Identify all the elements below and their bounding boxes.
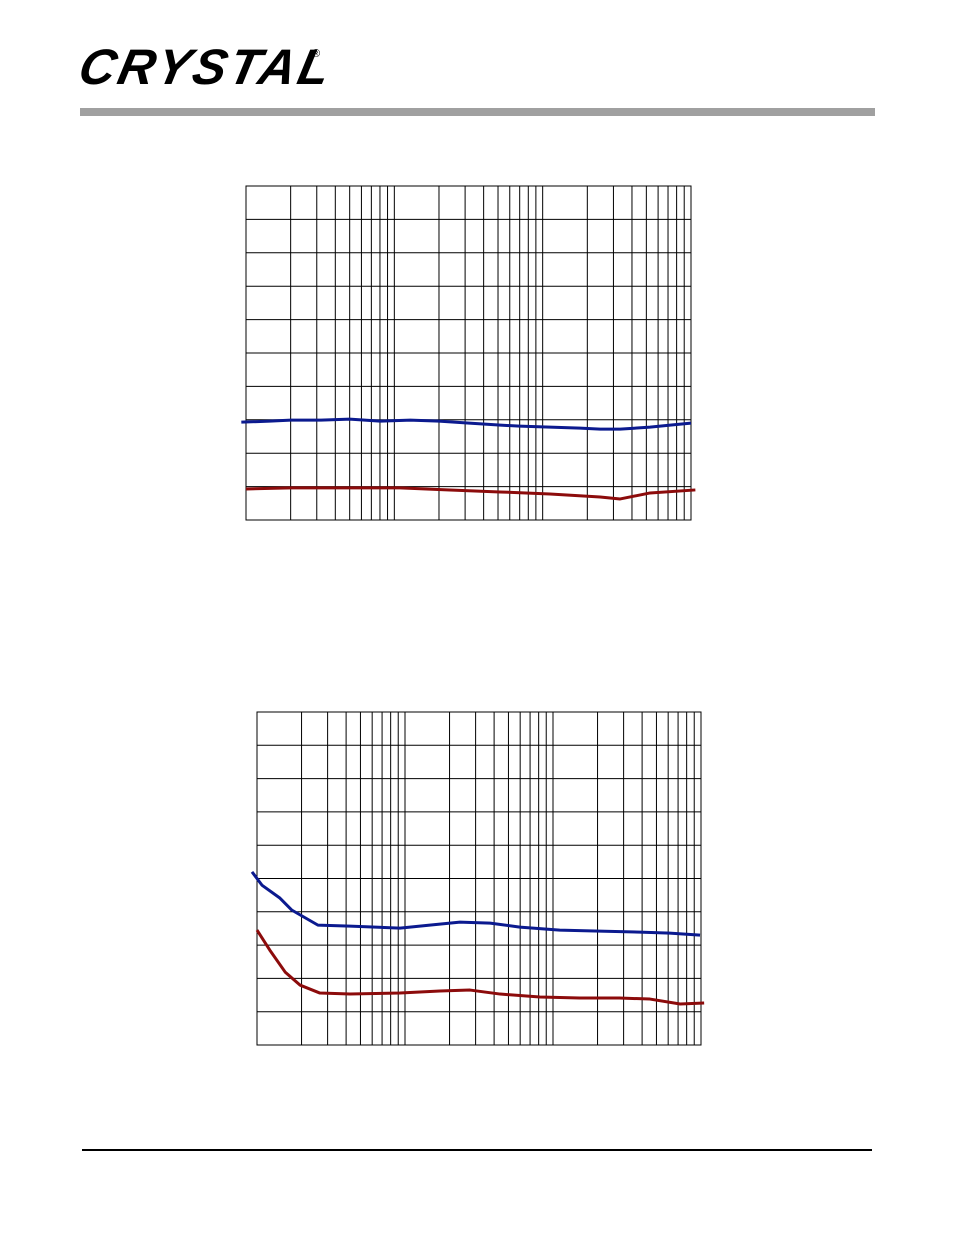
registered-mark: ®: [312, 48, 321, 60]
header-rule: [80, 108, 875, 116]
plot-frame: [245, 185, 692, 521]
data-line: [255, 929, 705, 1006]
data-line: [245, 486, 696, 501]
data-line: [241, 417, 692, 431]
data-line: [250, 870, 701, 937]
footer-rule: [82, 1149, 872, 1151]
